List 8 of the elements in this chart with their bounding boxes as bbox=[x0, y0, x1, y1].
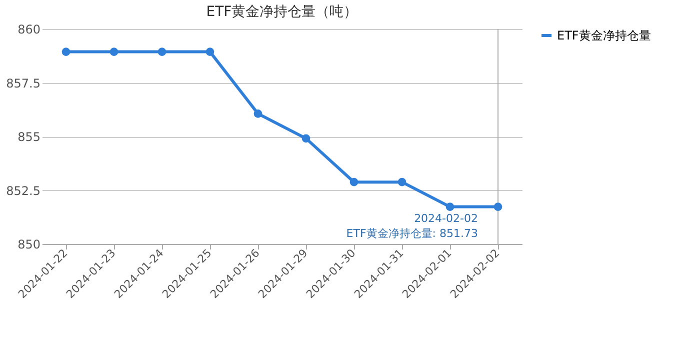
y-tick-label: 857.5 bbox=[6, 76, 40, 90]
chart-title: ETF黄金净持仓量（吨） bbox=[206, 4, 358, 20]
annotation: 2024-02-02 ETF黄金净持仓量: 851.73 bbox=[346, 212, 478, 240]
legend-label: ETF黄金净持仓量 bbox=[557, 28, 651, 42]
y-tick-label: 860 bbox=[18, 22, 40, 36]
y-tick-label: 852.5 bbox=[6, 184, 40, 198]
y-tick-label: 855 bbox=[18, 130, 40, 144]
y-tick-label: 850 bbox=[18, 238, 40, 252]
